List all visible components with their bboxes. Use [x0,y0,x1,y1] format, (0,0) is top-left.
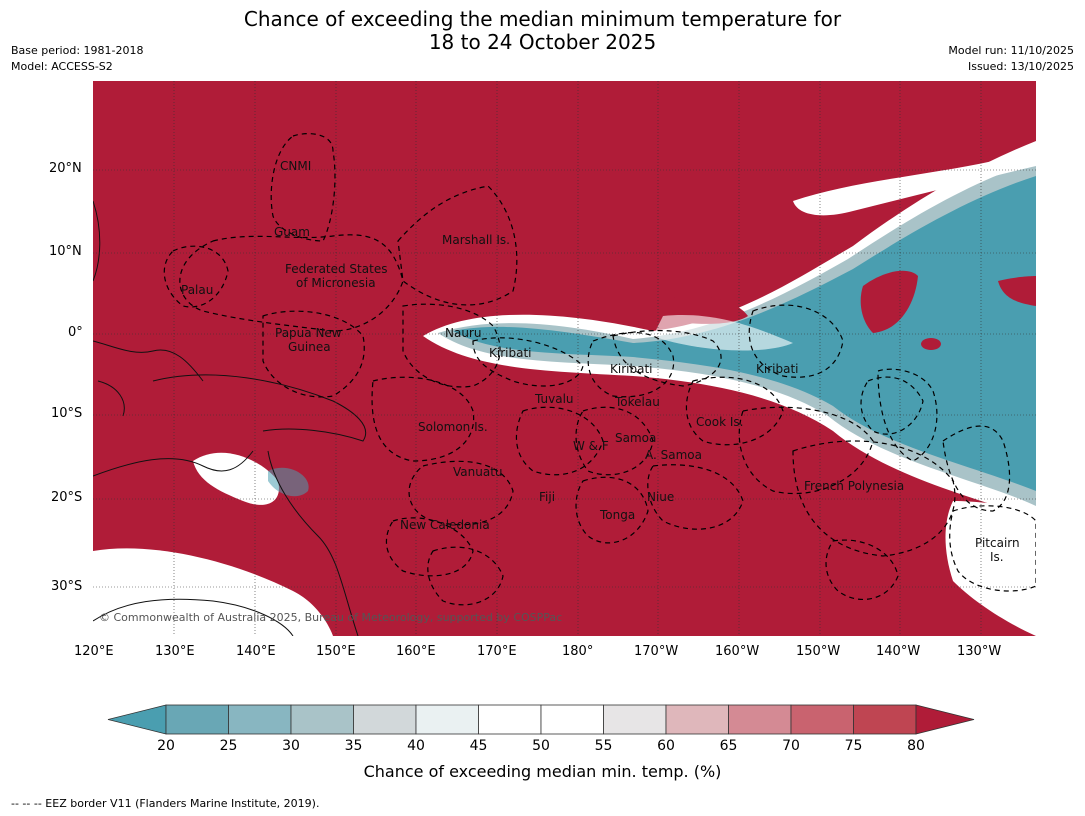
label-marshall: Marshall Is. [442,233,510,247]
label-solomon: Solomon Is. [418,420,488,434]
colorbar-extension-high [915,704,975,735]
label-guam: Guam [274,225,310,239]
label-kiribati-central: Kiribati [610,362,652,376]
neutral-patch [193,452,279,505]
label-vanuatu: Vanuatu [453,465,503,479]
colorbar-extension-low [107,704,167,735]
colorbar-tick-label: 55 [594,738,613,754]
label-wf: W & F [573,439,609,453]
lat-label: 10°S [51,406,83,421]
neutral-south-east [945,501,1036,636]
lon-label: 170°W [634,644,679,659]
label-png-line1: Papua New [275,326,342,340]
label-samoa: Samoa [615,431,656,445]
colorbar-segment [228,704,292,735]
model-run: Model run: 11/10/2025 [948,44,1074,57]
warm-pocket [921,338,941,350]
lat-label: 30°S [51,579,83,594]
issued-date: Issued: 13/10/2025 [967,60,1074,73]
meta-right: Model run: 11/10/2025 Issued: 13/10/2025 [948,43,1074,75]
lon-label: 130°W [957,644,1002,659]
label-new-caledonia: New Caledonia [400,518,490,532]
neutral-south-west [113,580,253,636]
label-french-polynesia: French Polynesia [804,479,904,493]
colorbar-tick-label: 80 [907,738,925,754]
colorbar-tick-label: 20 [157,738,175,754]
coastlines [93,200,367,636]
lat-label: 20°N [49,161,82,176]
map-title-line2: 18 to 24 October 2025 [428,30,657,54]
map-svg: CNMI Guam Marshall Is. Federated States … [93,81,1036,636]
graticule [93,81,1036,636]
colorbar-segment [853,704,917,735]
lat-label: 20°S [51,490,83,505]
colorbar-segment [290,704,354,735]
warm-pocket [998,276,1036,306]
colorbar-segment [540,704,604,735]
label-tokelau: Tokelau [614,395,660,409]
colorbar-segment [665,704,729,735]
lon-label: 150°W [796,644,841,659]
base-period: Base period: 1981-2018 [11,44,144,57]
lon-label: 130°E [155,644,195,659]
warm-pocket [860,270,918,333]
label-cook: Cook Is. [696,415,743,429]
colorbar-tick-label: 40 [407,738,425,754]
colorbar-tick-label: 60 [657,738,675,754]
lon-label: 160°E [396,644,436,659]
label-cnmi: CNMI [280,159,311,173]
lon-label: 120°E [74,644,114,659]
lon-label: 170°E [477,644,517,659]
label-fsm-line1: Federated States [285,262,387,276]
label-kiribati-west: Kiribati [489,346,531,360]
colorbar-label: Chance of exceeding median min. temp. (%… [363,762,722,781]
label-pitcairn-line1: Pitcairn [975,536,1020,550]
map-title-line1: Chance of exceeding the median minimum t… [243,7,842,31]
colorbar-tick-label: 50 [532,738,550,754]
label-kiribati-east: Kiribati [756,362,798,376]
lon-label: 140°E [236,644,276,659]
lat-label: 0° [68,325,83,340]
colorbar-segment [790,704,854,735]
meta-left: Base period: 1981-2018 Model: ACCESS-S2 [11,43,143,75]
label-tonga: Tonga [599,508,635,522]
colorbar-segment [353,704,417,735]
colorbar-tick-label: 75 [844,738,863,754]
colorbar-segment [165,704,229,735]
label-tuvalu: Tuvalu [534,392,574,406]
neutral-band [793,151,1036,216]
lat-label: 10°N [49,244,82,259]
eez-footnote: -- -- -- EEZ border V11 (Flanders Marine… [11,797,320,810]
label-fsm-line2: of Micronesia [296,276,376,290]
lon-label: 180° [562,644,594,659]
eez-borders [163,133,1036,606]
label-pitcairn-line2: Is. [990,550,1004,564]
map-panel: CNMI Guam Marshall Is. Federated States … [93,81,1036,636]
colorbar-segment [728,704,792,735]
colorbar-tick-label: 30 [282,738,300,754]
label-asamoa: A. Samoa [645,448,702,462]
colorbar-tick-label: 65 [719,738,738,754]
colorbar-tick-label: 45 [469,738,488,754]
label-niue: Niue [647,490,674,504]
copyright-notice: © Commonwealth of Australia 2025, Bureau… [99,611,562,624]
lon-label: 140°W [876,644,921,659]
colorbar [107,704,975,735]
colorbar-tick-label: 25 [219,738,238,754]
lon-label: 150°E [316,644,356,659]
label-png-line2: Guinea [288,340,331,354]
label-nauru: Nauru [445,326,481,340]
neutral-streak [653,315,793,351]
model-name: Model: ACCESS-S2 [11,60,113,73]
colorbar-segment [415,704,479,735]
colorbar-segment [478,704,542,735]
colorbar-tick-label: 70 [782,738,800,754]
colorbar-segment [603,704,667,735]
colorbar-tick-label: 35 [344,738,363,754]
cool-patch [268,467,309,497]
label-palau: Palau [181,283,213,297]
lon-label: 160°W [715,644,760,659]
label-fiji: Fiji [539,490,555,504]
